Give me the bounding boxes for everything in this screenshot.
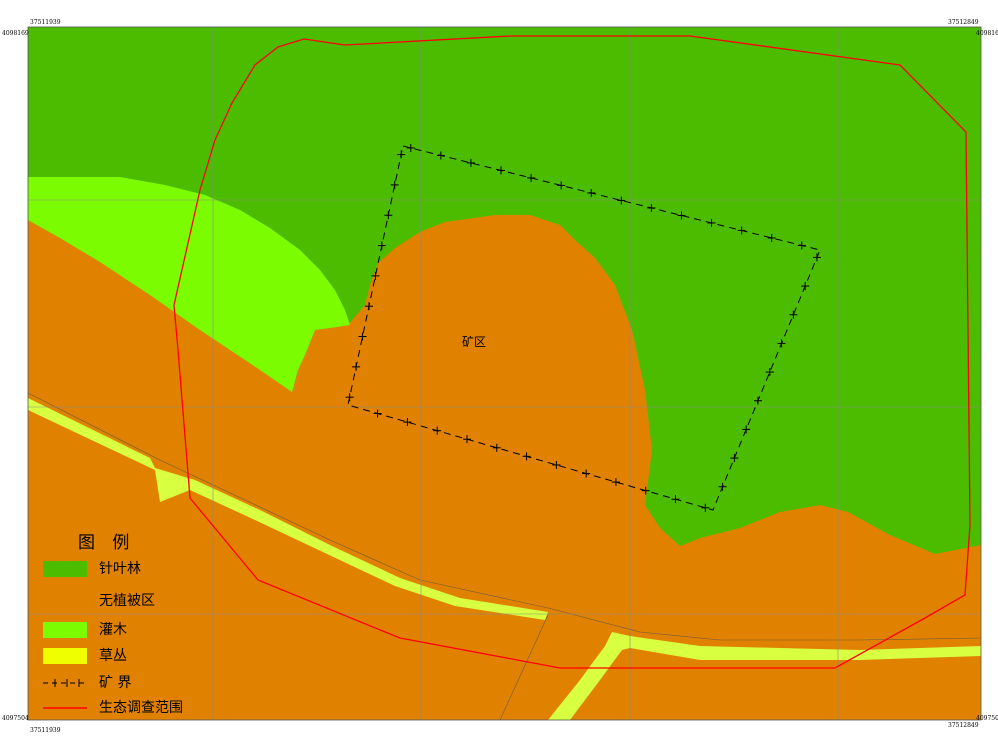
coord-top-right-y: 4098169 [976, 30, 998, 37]
coord-bottom-left-x: 37511939 [30, 727, 61, 734]
legend-swatch-bare [43, 593, 87, 609]
coord-bottom-right-y: 4097504 [976, 715, 998, 722]
coord-top-right-x: 37512849 [948, 19, 979, 26]
shrub-area [28, 177, 350, 392]
legend-swatch-mine-boundary [43, 679, 87, 687]
grid-lines [28, 27, 981, 720]
road-branch [499, 614, 549, 721]
survey-boundary [173, 35, 971, 669]
map-frame [27, 26, 982, 721]
legend-swatch-shrub [43, 622, 87, 638]
legend-item-conifer: 针叶林 [43, 560, 243, 580]
road-line [27, 392, 982, 641]
grass-strip-2 [548, 632, 981, 720]
legend-item-survey-boundary: 生态调查范围 [43, 699, 243, 719]
legend-swatch-conifer [43, 561, 87, 577]
legend-item-bare: 无植被区 [43, 592, 243, 612]
legend-label-grass: 草丛 [99, 648, 127, 664]
coord-top-left-y: 4098169 [2, 30, 29, 37]
legend-title: 图 例 [78, 533, 136, 553]
legend-item-shrub: 灌木 [43, 621, 243, 641]
mine-area-label: 矿区 [462, 335, 487, 349]
coord-bottom-right-x: 37512849 [948, 722, 979, 729]
legend-label-shrub: 灌木 [99, 622, 127, 638]
legend-label-bare: 无植被区 [99, 593, 155, 609]
legend-label-mine-boundary: 矿 界 [99, 675, 132, 691]
legend-label-conifer: 针叶林 [99, 561, 141, 577]
legend-label-survey-boundary: 生态调查范围 [99, 700, 183, 716]
legend-item-mine-boundary: 矿 界 [43, 674, 243, 694]
coord-bottom-left-y: 4097504 [2, 715, 29, 722]
coord-top-left-x: 37511939 [30, 19, 61, 26]
legend-item-grass: 草丛 [43, 647, 243, 667]
mine-boundary [345, 143, 821, 512]
legend-swatch-grass [43, 648, 87, 664]
conifer-forest-area [28, 27, 981, 554]
legend-swatch-survey-boundary [43, 707, 87, 709]
